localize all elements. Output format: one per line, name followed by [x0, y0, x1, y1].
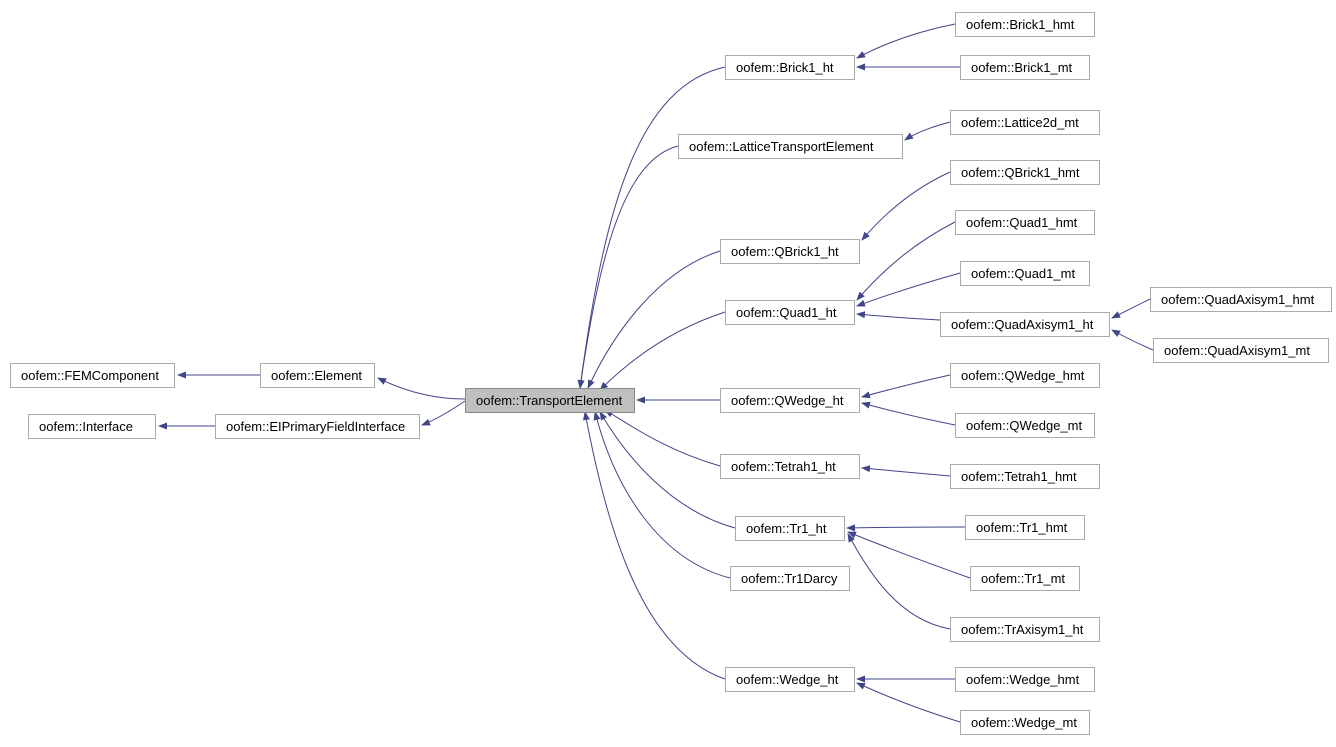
- inheritance-graph: [0, 0, 1336, 747]
- node-wedge-hmt[interactable]: oofem::Wedge_hmt: [955, 667, 1095, 692]
- node-interface[interactable]: oofem::Interface: [28, 414, 156, 439]
- node-qbrick1-ht[interactable]: oofem::QBrick1_ht: [720, 239, 860, 264]
- node-brick1-hmt[interactable]: oofem::Brick1_hmt: [955, 12, 1095, 37]
- node-wedge-ht[interactable]: oofem::Wedge_ht: [725, 667, 855, 692]
- node-transport-element[interactable]: oofem::TransportElement: [465, 388, 635, 413]
- node-qwedge-ht[interactable]: oofem::QWedge_ht: [720, 388, 860, 413]
- node-brick1-mt[interactable]: oofem::Brick1_mt: [960, 55, 1090, 80]
- node-qwedge-mt[interactable]: oofem::QWedge_mt: [955, 413, 1095, 438]
- node-quad1-mt[interactable]: oofem::Quad1_mt: [960, 261, 1090, 286]
- node-wedge-mt[interactable]: oofem::Wedge_mt: [960, 710, 1090, 735]
- node-element[interactable]: oofem::Element: [260, 363, 375, 388]
- node-lattice2d-mt[interactable]: oofem::Lattice2d_mt: [950, 110, 1100, 135]
- node-quadaxisym1-mt[interactable]: oofem::QuadAxisym1_mt: [1153, 338, 1329, 363]
- node-tetrah1-hmt[interactable]: oofem::Tetrah1_hmt: [950, 464, 1100, 489]
- node-quadaxisym1-ht[interactable]: oofem::QuadAxisym1_ht: [940, 312, 1110, 337]
- node-lattice-transport-element[interactable]: oofem::LatticeTransportElement: [678, 134, 903, 159]
- node-tr1-mt[interactable]: oofem::Tr1_mt: [970, 566, 1080, 591]
- node-traxisym1-ht[interactable]: oofem::TrAxisym1_ht: [950, 617, 1100, 642]
- node-tr1-ht[interactable]: oofem::Tr1_ht: [735, 516, 845, 541]
- node-eiprimaryfieldinterface[interactable]: oofem::EIPrimaryFieldInterface: [215, 414, 420, 439]
- node-quadaxisym1-hmt[interactable]: oofem::QuadAxisym1_hmt: [1150, 287, 1332, 312]
- node-tr1darcy[interactable]: oofem::Tr1Darcy: [730, 566, 850, 591]
- node-quad1-hmt[interactable]: oofem::Quad1_hmt: [955, 210, 1095, 235]
- node-qbrick1-hmt[interactable]: oofem::QBrick1_hmt: [950, 160, 1100, 185]
- node-tetrah1-ht[interactable]: oofem::Tetrah1_ht: [720, 454, 860, 479]
- node-fem-component[interactable]: oofem::FEMComponent: [10, 363, 175, 388]
- node-qwedge-hmt[interactable]: oofem::QWedge_hmt: [950, 363, 1100, 388]
- node-brick1-ht[interactable]: oofem::Brick1_ht: [725, 55, 855, 80]
- node-quad1-ht[interactable]: oofem::Quad1_ht: [725, 300, 855, 325]
- node-tr1-hmt[interactable]: oofem::Tr1_hmt: [965, 515, 1085, 540]
